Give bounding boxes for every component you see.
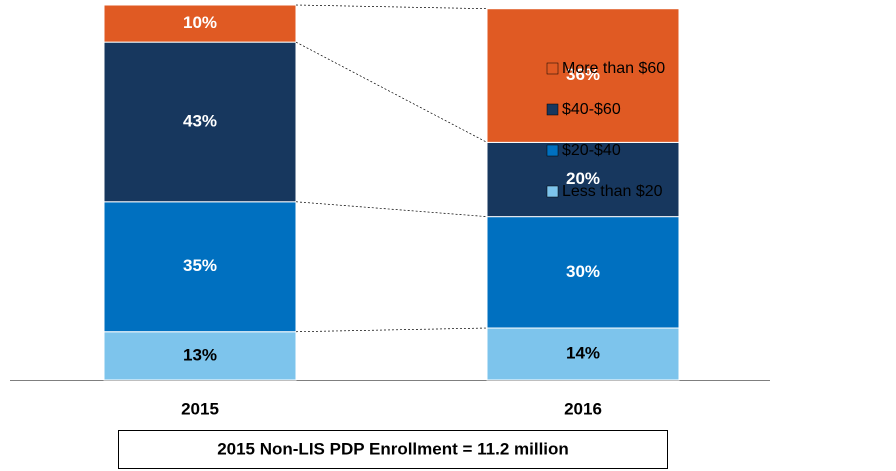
bar-segment xyxy=(103,201,297,333)
legend-label: More than $60 xyxy=(562,60,665,77)
legend-label: $40-$60 xyxy=(562,101,621,118)
data-label: 43% xyxy=(183,111,217,130)
data-label: 35% xyxy=(183,256,217,275)
bar-segment xyxy=(103,331,297,381)
legend-swatch xyxy=(546,103,559,116)
connector xyxy=(295,41,488,143)
bar-segment xyxy=(103,4,297,43)
data-label: 36% xyxy=(566,65,600,84)
legend-swatch xyxy=(546,62,559,75)
connector xyxy=(295,4,488,10)
data-label: 13% xyxy=(183,345,217,364)
bar-segment xyxy=(486,8,680,143)
note: 2015 Non-LIS PDP Enrollment = 11.2 milli… xyxy=(217,439,569,458)
legend-swatch xyxy=(546,144,559,157)
data-label: 20% xyxy=(566,169,600,188)
connector xyxy=(295,201,488,217)
data-label: 30% xyxy=(566,262,600,281)
data-label: 10% xyxy=(183,13,217,32)
legend-label: Less than $20 xyxy=(562,183,663,200)
bar-segment xyxy=(103,41,297,203)
bar-segment xyxy=(486,327,680,381)
bar-segment xyxy=(486,141,680,218)
data-label: 14% xyxy=(566,343,600,362)
connector xyxy=(295,327,488,333)
legend-swatch xyxy=(546,185,559,198)
x-tick-label: 2016 xyxy=(564,399,602,418)
bar-segment xyxy=(486,216,680,329)
x-tick-label: 2015 xyxy=(181,399,219,418)
note-box xyxy=(118,430,668,469)
legend-label: $20-$40 xyxy=(562,142,621,159)
